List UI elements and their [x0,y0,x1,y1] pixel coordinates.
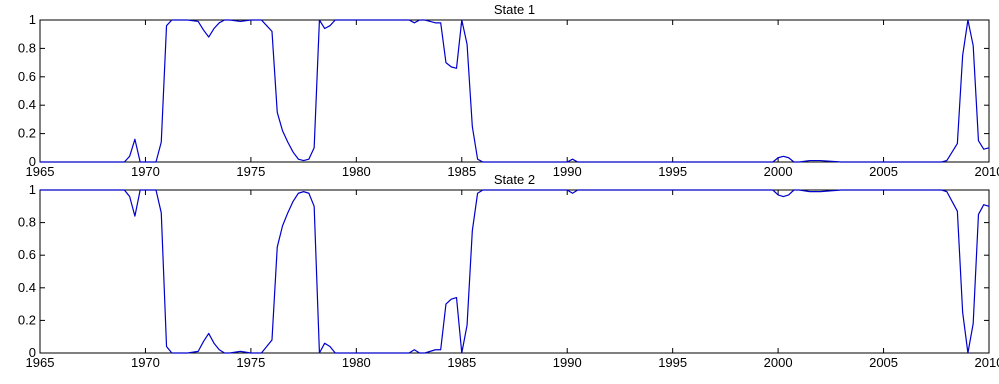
y-tick-label: 0.4 [18,97,36,112]
x-tick-label: 1995 [658,355,687,370]
y-tick-label: 0.6 [18,69,36,84]
y-tick-label: 1 [29,12,36,27]
y-tick-label: 0 [29,345,36,360]
y-tick-label: 0.2 [18,312,36,327]
x-tick-label: 1990 [553,355,582,370]
x-tick-label: 1965 [26,355,55,370]
plot-frame [39,189,990,354]
x-tick-label: 1985 [447,164,476,179]
chart-panel-1: State 1 1965 1970 1975 1980 1985 1990 1995 2000 2… [18,2,999,179]
y-tick-label: 0.2 [18,126,36,141]
x-tick-label: 2005 [869,164,898,179]
x-tick-label: 1975 [236,355,265,370]
x-tick-label: 2005 [869,355,898,370]
x-tick-label: 1975 [236,164,265,179]
y-tick-label: 0.8 [18,215,36,230]
x-tick-label: 1985 [447,355,476,370]
x-tick-label: 1965 [26,164,55,179]
chart-panel-2: State 2 1965 1970 1975 1980 1985 1990 1995 2000 2… [18,172,999,370]
y-tick-label: 1 [29,182,36,197]
chart-title: State 1 [494,2,535,17]
plot-frame [39,19,990,163]
x-tick-label: 1980 [342,164,371,179]
x-tick-label: 1995 [658,164,687,179]
x-tick-label: 2000 [764,164,793,179]
y-tick-label: 0.4 [18,280,36,295]
x-tick-label: 1980 [342,355,371,370]
chart-title: State 2 [494,172,535,187]
x-tick-label: 2000 [764,355,793,370]
x-tick-label: 1970 [131,164,160,179]
series-line-1 [40,19,990,163]
y-tick-label: 0.6 [18,247,36,262]
y-tick-label: 0 [29,154,36,169]
x-tick-label: 1970 [131,355,160,370]
y-tick-label: 0.8 [18,40,36,55]
series-line-1 [40,189,990,354]
x-tick-label: 1990 [553,164,582,179]
